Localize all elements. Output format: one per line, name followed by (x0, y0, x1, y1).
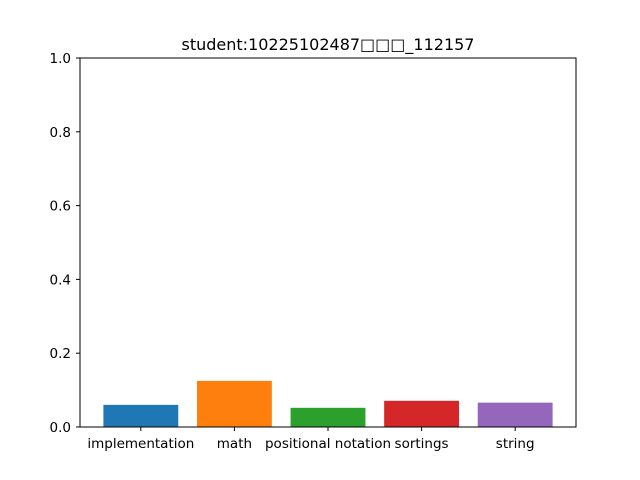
x-tick-label-1: math (217, 436, 252, 452)
y-tick-label-2: 0.4 (50, 272, 71, 288)
bar-2 (290, 407, 366, 427)
x-tick-label-4: string (496, 436, 535, 452)
plot-frame (79, 57, 577, 428)
bar-3 (384, 400, 460, 427)
bar-4 (477, 402, 553, 427)
chart-title: student:10225102487□□□_112157 (182, 35, 475, 55)
y-tick-label-1: 0.2 (50, 346, 71, 362)
x-axis-ticks: implementation math positional notation sor… (87, 427, 535, 452)
y-tick-label-3: 0.6 (50, 199, 71, 215)
y-tick-label-0: 0.0 (50, 420, 71, 436)
y-axis-ticks: 0.0 0.2 0.4 0.6 0.8 1.0 (50, 51, 80, 436)
bars-group (103, 380, 553, 427)
bar-0 (103, 404, 179, 427)
y-tick-label-5: 1.0 (50, 51, 71, 67)
x-tick-label-3: sortings (395, 436, 449, 452)
x-tick-label-0: implementation (87, 436, 194, 452)
x-tick-label-2: positional notation (265, 436, 391, 452)
y-tick-label-4: 0.8 (50, 125, 71, 141)
bar-1 (196, 380, 272, 427)
